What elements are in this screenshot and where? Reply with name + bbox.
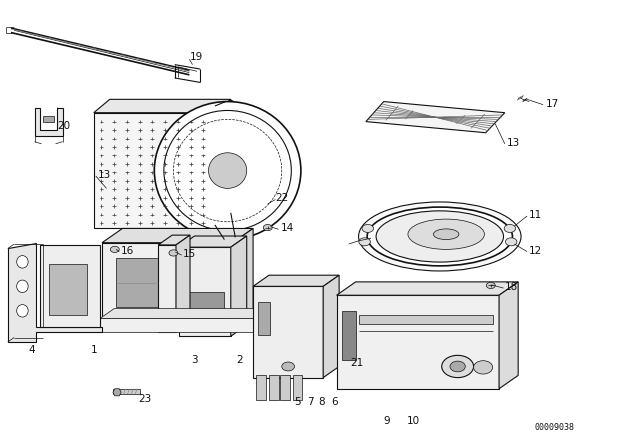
Bar bbox=[337, 295, 499, 389]
Ellipse shape bbox=[376, 211, 504, 262]
Text: 22: 22 bbox=[275, 193, 289, 203]
Circle shape bbox=[282, 362, 294, 371]
Text: 16: 16 bbox=[121, 246, 134, 256]
Text: 14: 14 bbox=[280, 224, 294, 233]
Text: 11: 11 bbox=[529, 210, 542, 220]
Polygon shape bbox=[8, 243, 102, 342]
Bar bbox=[94, 113, 215, 228]
Bar bbox=[158, 245, 176, 332]
Bar bbox=[40, 245, 100, 327]
Polygon shape bbox=[113, 389, 121, 396]
Polygon shape bbox=[179, 236, 246, 247]
Circle shape bbox=[450, 361, 465, 372]
Circle shape bbox=[263, 224, 272, 231]
Bar bbox=[113, 389, 140, 394]
Ellipse shape bbox=[433, 229, 459, 240]
Circle shape bbox=[506, 238, 517, 246]
Bar bbox=[269, 375, 278, 400]
Text: 7: 7 bbox=[307, 397, 314, 407]
Ellipse shape bbox=[17, 256, 28, 268]
Bar bbox=[102, 243, 233, 327]
Text: 15: 15 bbox=[183, 249, 196, 259]
Bar bbox=[49, 264, 88, 315]
Text: 10: 10 bbox=[407, 416, 420, 426]
Bar bbox=[116, 258, 157, 307]
Ellipse shape bbox=[164, 111, 291, 231]
Circle shape bbox=[169, 250, 178, 256]
Polygon shape bbox=[499, 282, 518, 389]
Text: 5: 5 bbox=[294, 397, 301, 407]
Circle shape bbox=[504, 224, 516, 233]
Text: 18: 18 bbox=[505, 282, 518, 292]
Text: 1: 1 bbox=[91, 345, 97, 354]
Text: 13: 13 bbox=[507, 138, 520, 148]
Ellipse shape bbox=[408, 219, 484, 250]
Bar bbox=[292, 375, 302, 400]
Text: 13: 13 bbox=[99, 170, 111, 180]
Ellipse shape bbox=[17, 305, 28, 317]
Text: 17: 17 bbox=[546, 99, 559, 109]
Bar bbox=[342, 311, 356, 360]
Polygon shape bbox=[253, 275, 339, 286]
Text: 20: 20 bbox=[58, 121, 70, 131]
Circle shape bbox=[442, 355, 474, 378]
Ellipse shape bbox=[209, 153, 246, 188]
Bar bbox=[179, 247, 231, 336]
Text: 8: 8 bbox=[319, 397, 325, 407]
Text: 23: 23 bbox=[138, 393, 152, 404]
Text: 12: 12 bbox=[529, 246, 542, 256]
Polygon shape bbox=[100, 309, 363, 319]
Text: 00009038: 00009038 bbox=[534, 423, 575, 432]
Polygon shape bbox=[323, 275, 339, 378]
Circle shape bbox=[474, 361, 493, 374]
Circle shape bbox=[110, 246, 119, 253]
Polygon shape bbox=[215, 99, 231, 228]
Text: 19: 19 bbox=[189, 52, 203, 62]
Polygon shape bbox=[102, 228, 253, 243]
Circle shape bbox=[92, 323, 97, 326]
Circle shape bbox=[92, 254, 97, 257]
Bar bbox=[253, 286, 323, 378]
Text: 3: 3 bbox=[191, 355, 198, 365]
Polygon shape bbox=[233, 228, 253, 327]
Text: 4: 4 bbox=[28, 345, 35, 354]
Circle shape bbox=[486, 282, 495, 289]
Polygon shape bbox=[176, 235, 190, 332]
Ellipse shape bbox=[358, 202, 521, 271]
Circle shape bbox=[359, 238, 371, 246]
Polygon shape bbox=[366, 102, 505, 133]
Bar bbox=[185, 292, 225, 319]
Polygon shape bbox=[94, 99, 231, 113]
Ellipse shape bbox=[17, 280, 28, 293]
Circle shape bbox=[362, 224, 374, 233]
Text: 9: 9 bbox=[384, 416, 390, 426]
Polygon shape bbox=[231, 236, 246, 336]
Bar bbox=[280, 375, 290, 400]
Bar bbox=[43, 116, 54, 122]
Bar bbox=[169, 258, 196, 307]
Text: 6: 6 bbox=[332, 397, 338, 407]
Polygon shape bbox=[337, 282, 518, 295]
Bar bbox=[258, 302, 269, 335]
Ellipse shape bbox=[367, 207, 513, 266]
Text: 21: 21 bbox=[351, 358, 364, 368]
Bar bbox=[359, 315, 493, 324]
Bar bbox=[256, 375, 266, 400]
Ellipse shape bbox=[154, 102, 301, 240]
Text: 2: 2 bbox=[236, 355, 243, 365]
Polygon shape bbox=[35, 108, 63, 136]
Bar bbox=[100, 319, 349, 332]
Polygon shape bbox=[158, 235, 190, 245]
